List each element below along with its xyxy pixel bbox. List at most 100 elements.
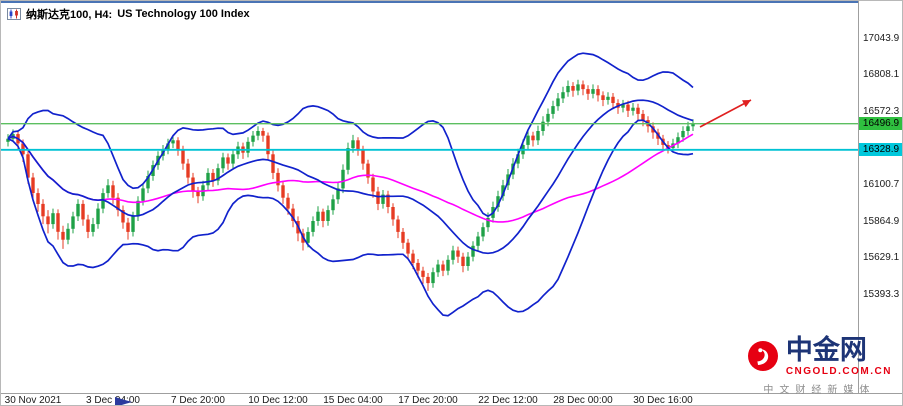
time-axis-label: 3 Dec 04:00	[86, 395, 140, 406]
bb-middle-line	[7, 99, 694, 255]
bb-upper-line	[7, 52, 694, 218]
candle-body	[401, 231, 405, 243]
candle-body	[526, 135, 530, 145]
candle-body	[31, 177, 35, 193]
candle-body	[556, 98, 560, 107]
candle-body	[516, 154, 520, 164]
time-axis-label: 22 Dec 12:00	[478, 395, 538, 406]
candle-body	[381, 194, 385, 204]
candle-body	[326, 210, 330, 221]
price-axis-label: 16572.3	[863, 106, 900, 117]
candle-body	[146, 176, 150, 189]
trend-arrow-head	[742, 100, 751, 108]
candle-body	[436, 264, 440, 273]
scroll-marker-triangle	[115, 397, 132, 405]
candle-body	[126, 222, 130, 232]
brand-domain: CNGOLD.COM.CN	[785, 366, 892, 377]
candle-body	[196, 191, 200, 197]
candle-body	[41, 203, 45, 217]
candle-body	[676, 137, 680, 144]
candle-body	[331, 199, 335, 211]
candle-body	[606, 96, 610, 100]
candle-body	[356, 140, 360, 150]
candle-body	[461, 256, 465, 266]
candle-body	[81, 203, 85, 220]
candle-body	[211, 172, 215, 181]
candle-body	[546, 113, 550, 122]
candle-body	[171, 140, 175, 144]
candle-body	[551, 106, 555, 114]
price-axis[interactable]: 17043.9 16808.1 16572.3 16100.7 15864.9 15629…	[858, 1, 902, 393]
chart-symbol-timeframe: 纳斯达克100, H4:	[26, 9, 113, 21]
time-axis-label: 30 Dec 16:00	[633, 395, 693, 406]
candle-body	[336, 188, 340, 200]
candle-body	[26, 154, 30, 178]
candle-body	[641, 113, 645, 121]
time-axis-label: 28 Dec 00:00	[553, 395, 613, 406]
candle-body	[96, 208, 100, 225]
candle-body	[371, 177, 375, 192]
candle-body	[366, 163, 370, 178]
candle-body	[431, 272, 435, 284]
candle-body	[501, 185, 505, 197]
candle-body	[101, 193, 105, 209]
candle-body	[631, 107, 635, 111]
bb-lower-line	[7, 119, 694, 317]
candle-body	[306, 231, 310, 243]
candle-body	[251, 135, 255, 142]
price-axis-label: 16808.1	[863, 69, 900, 80]
window-top-edge	[1, 1, 902, 3]
time-axis-label: 15 Dec 04:00	[323, 395, 383, 406]
current-price-badge: 16496.9	[859, 117, 902, 130]
candle-body	[681, 131, 685, 138]
candle-body	[686, 126, 690, 131]
candle-body	[621, 104, 625, 108]
candle-body	[496, 196, 500, 208]
candle-body	[106, 185, 110, 194]
cngold-watermark: 中金网 CNGOLD.COM.CN 中文财经新媒体	[747, 334, 892, 396]
ma-line	[7, 133, 694, 223]
candle-body	[476, 236, 480, 246]
candle-body	[231, 154, 235, 164]
time-axis-label: 7 Dec 20:00	[171, 395, 225, 406]
candle-body	[276, 172, 280, 186]
candle-body	[311, 221, 315, 232]
candle-body	[61, 231, 65, 240]
candle-body	[346, 148, 350, 170]
candle-body	[416, 262, 420, 271]
chart-title: 纳斯达克100, H4: US Technology 100 Index	[7, 6, 250, 22]
candle-body	[406, 242, 410, 254]
candle-body	[166, 143, 170, 150]
hline-price-badge: 16328.9	[859, 143, 902, 156]
candle-body	[131, 216, 135, 232]
price-axis-label: 15629.1	[863, 252, 900, 263]
candle-body	[531, 135, 535, 141]
price-axis-label: 15393.3	[863, 289, 900, 300]
candle-body	[396, 219, 400, 232]
candle-body	[421, 270, 425, 277]
brand-name: 中金网	[785, 334, 867, 365]
candle-body	[361, 149, 365, 164]
candle-body	[571, 86, 575, 91]
candle-body	[86, 219, 90, 232]
candle-body	[486, 217, 490, 228]
candle-body	[456, 250, 460, 257]
time-axis-label: 17 Dec 20:00	[398, 395, 458, 406]
candle-body	[601, 95, 605, 100]
time-axis-label: 30 Nov 2021	[4, 395, 62, 406]
candle-body	[111, 185, 115, 198]
candle-body	[176, 140, 180, 150]
candle-body	[246, 141, 250, 153]
candle-body	[6, 138, 10, 142]
candle-body	[186, 163, 190, 178]
candle-body	[351, 140, 355, 149]
candle-body	[71, 216, 75, 229]
price-axis-label: 15864.9	[863, 216, 900, 227]
candle-body	[191, 177, 195, 192]
candle-body	[446, 259, 450, 271]
time-axis[interactable]: 30 Nov 2021 3 Dec 04:00 7 Dec 20:00 10 Dec …	[1, 393, 902, 406]
price-axis-label: 16100.7	[863, 179, 900, 190]
price-axis-label: 17043.9	[863, 33, 900, 44]
